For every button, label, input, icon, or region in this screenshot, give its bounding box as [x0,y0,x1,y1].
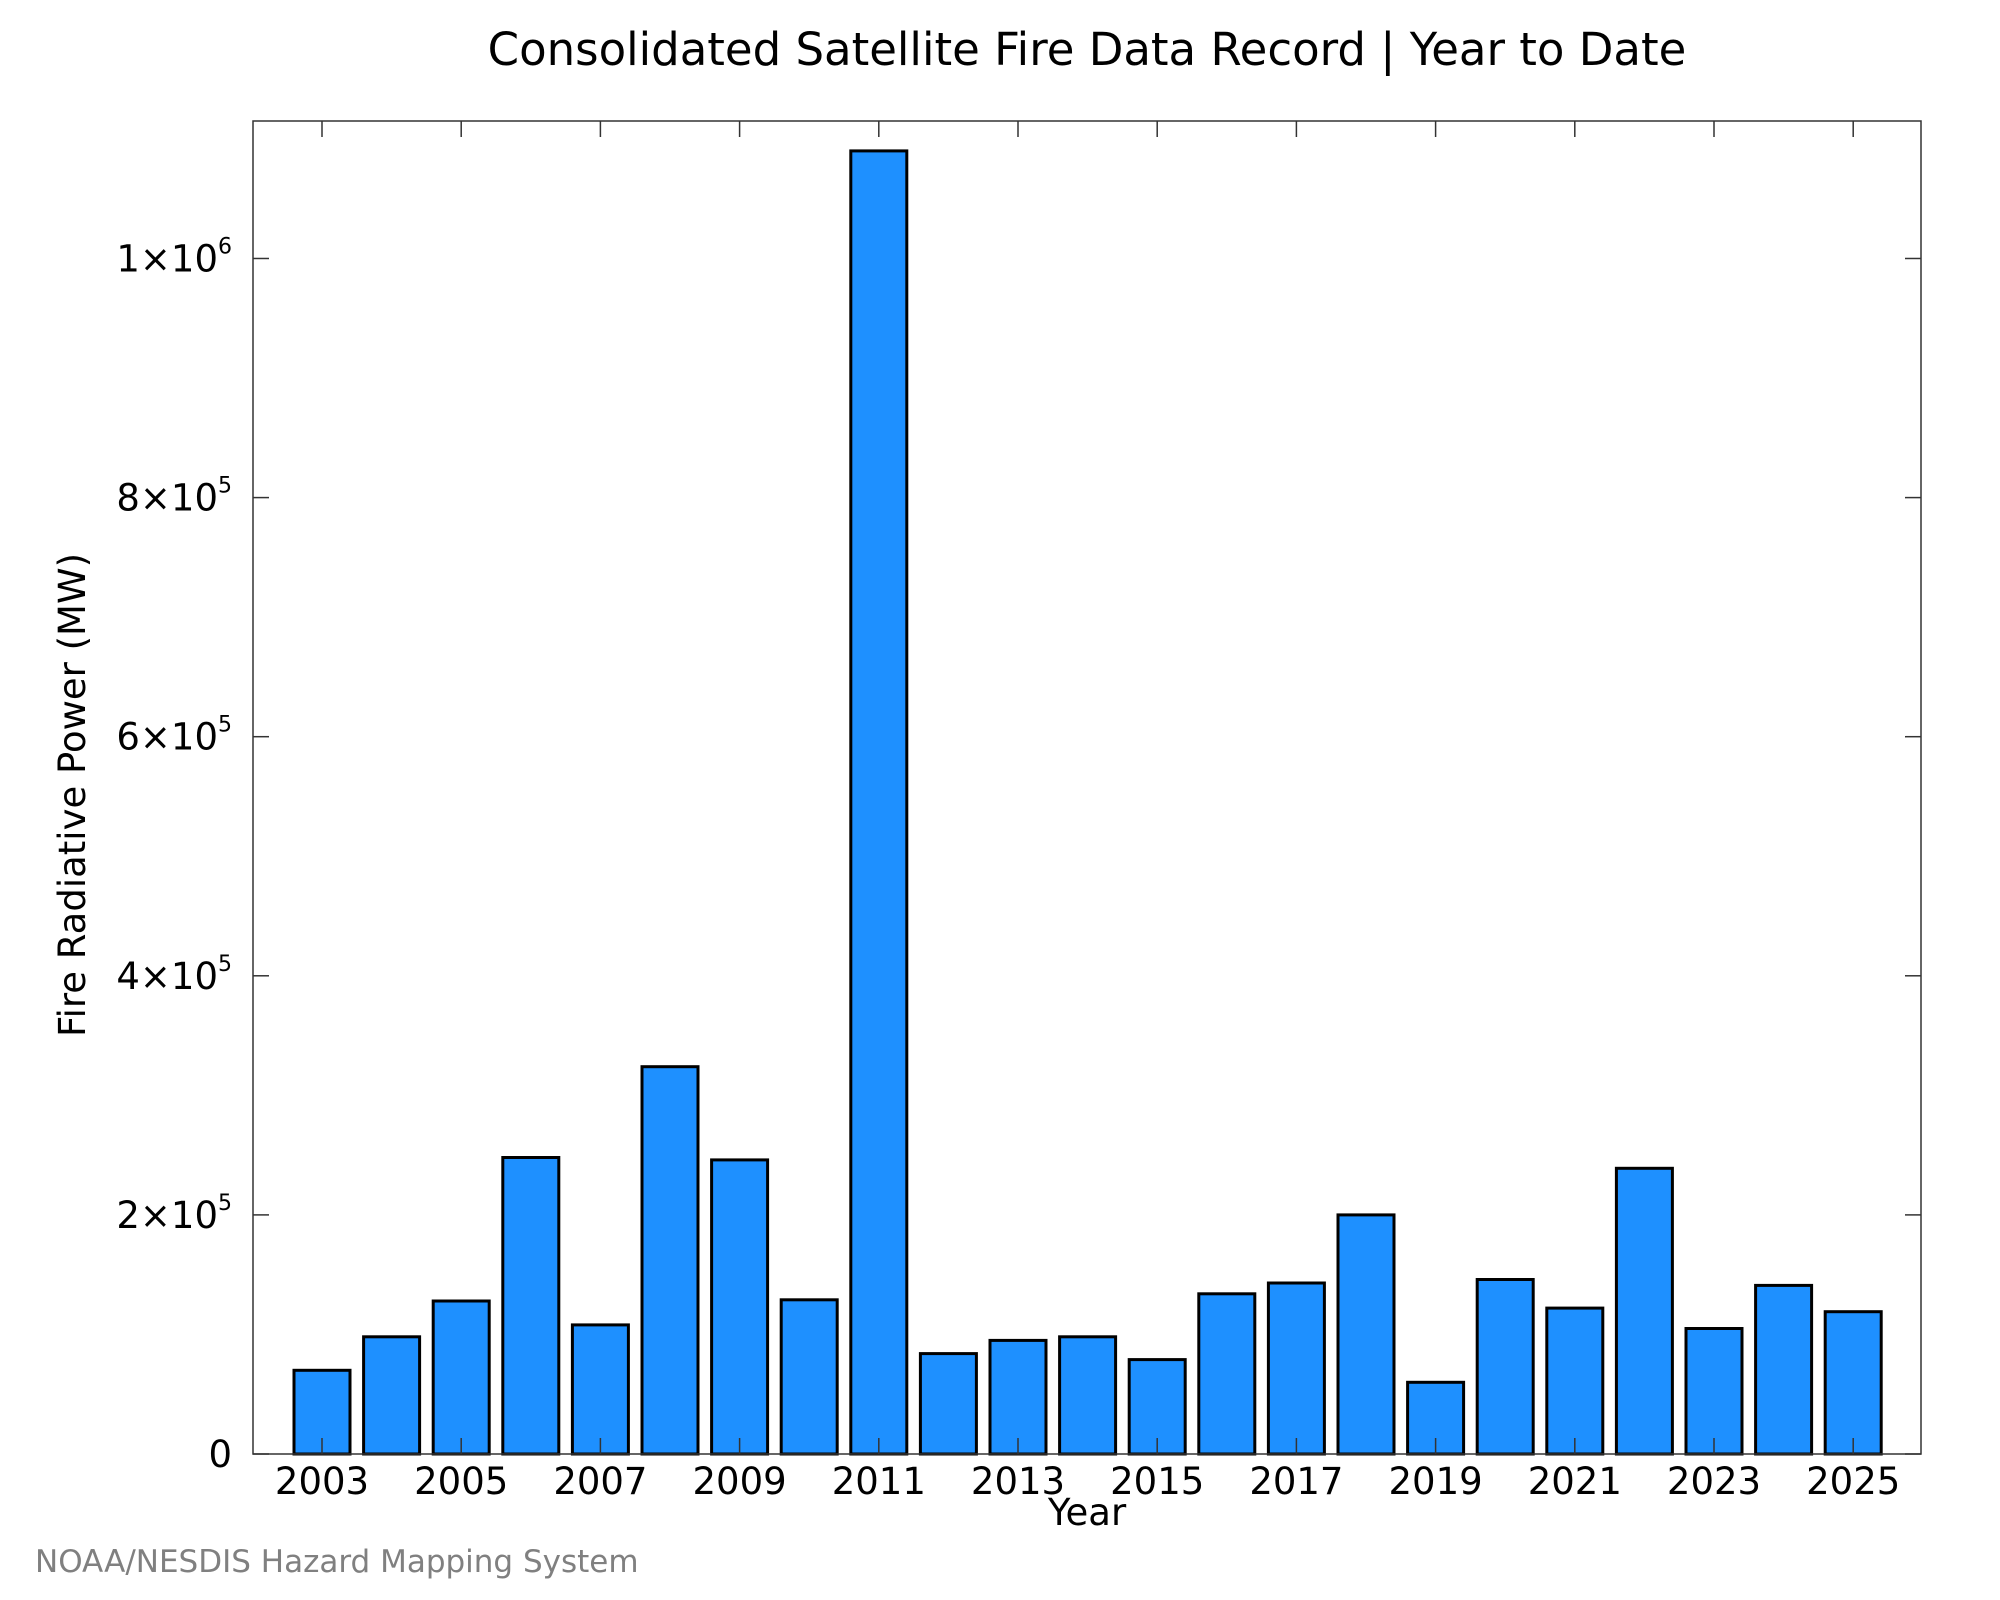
bar-2008 [640,1065,700,1456]
x-tick-label-2021: 2021 [1528,1460,1622,1503]
y-tick-label: 4×105 [116,952,232,998]
bar-2018 [1336,1213,1396,1456]
plot-frame [252,120,1922,1455]
bar-2012 [918,1352,978,1456]
bar-2021 [1545,1306,1605,1456]
x-tick-label-2015: 2015 [1110,1460,1204,1503]
y-axis-label: Fire Radiative Power (MW) [51,553,94,1037]
x-tick-label-2005: 2005 [414,1460,508,1503]
x-tick-label-2003: 2003 [275,1460,369,1503]
bar-2023 [1684,1327,1744,1456]
bar-2014 [1058,1335,1118,1456]
bars-group [292,149,1883,1456]
bar-2005 [431,1299,491,1456]
bar-2025 [1823,1310,1883,1456]
bar-2016 [1197,1292,1257,1456]
x-tick-label-2011: 2011 [832,1460,926,1503]
bar-2004 [362,1335,422,1456]
x-tick-label-2009: 2009 [693,1460,787,1503]
bar-2009 [710,1158,770,1456]
x-tick-label-2025: 2025 [1806,1460,1900,1503]
y-tick-label: 2×105 [116,1191,232,1237]
x-tick-label-2023: 2023 [1667,1460,1761,1503]
y-tick-label: 0 [208,1433,232,1476]
x-tick-label-2017: 2017 [1249,1460,1343,1503]
y-tick-label: 1×106 [116,235,232,281]
bar-2017 [1266,1281,1326,1456]
y-tick-labels: 0 2×105 4×105 6×105 8×105 1×106 [116,235,232,1477]
x-tick-label-2013: 2013 [971,1460,1065,1503]
bar-2020 [1475,1278,1535,1456]
bar-2010 [779,1298,839,1456]
x-tick-label-2007: 2007 [553,1460,647,1503]
x-tick-label-2019: 2019 [1389,1460,1483,1503]
bar-2022 [1614,1166,1674,1456]
source-credit: NOAA/NESDIS Hazard Mapping System [35,1544,639,1580]
x-tick-labels: 2003 2005 2007 2009 2011 2013 2015 2017 2019 2021… [275,1460,1900,1503]
bar-2024 [1754,1283,1814,1456]
ticks-group [253,121,1921,1455]
bar-2013 [988,1338,1048,1456]
bar-2006 [501,1156,561,1456]
y-tick-label: 6×105 [116,713,232,759]
chart-title: Consolidated Satellite Fire Data Record … [488,23,1687,76]
x-axis-label: Year [1047,1491,1127,1534]
bar-2011 [849,149,909,1456]
y-tick-label: 8×105 [116,474,232,520]
bar-2007 [570,1323,630,1456]
